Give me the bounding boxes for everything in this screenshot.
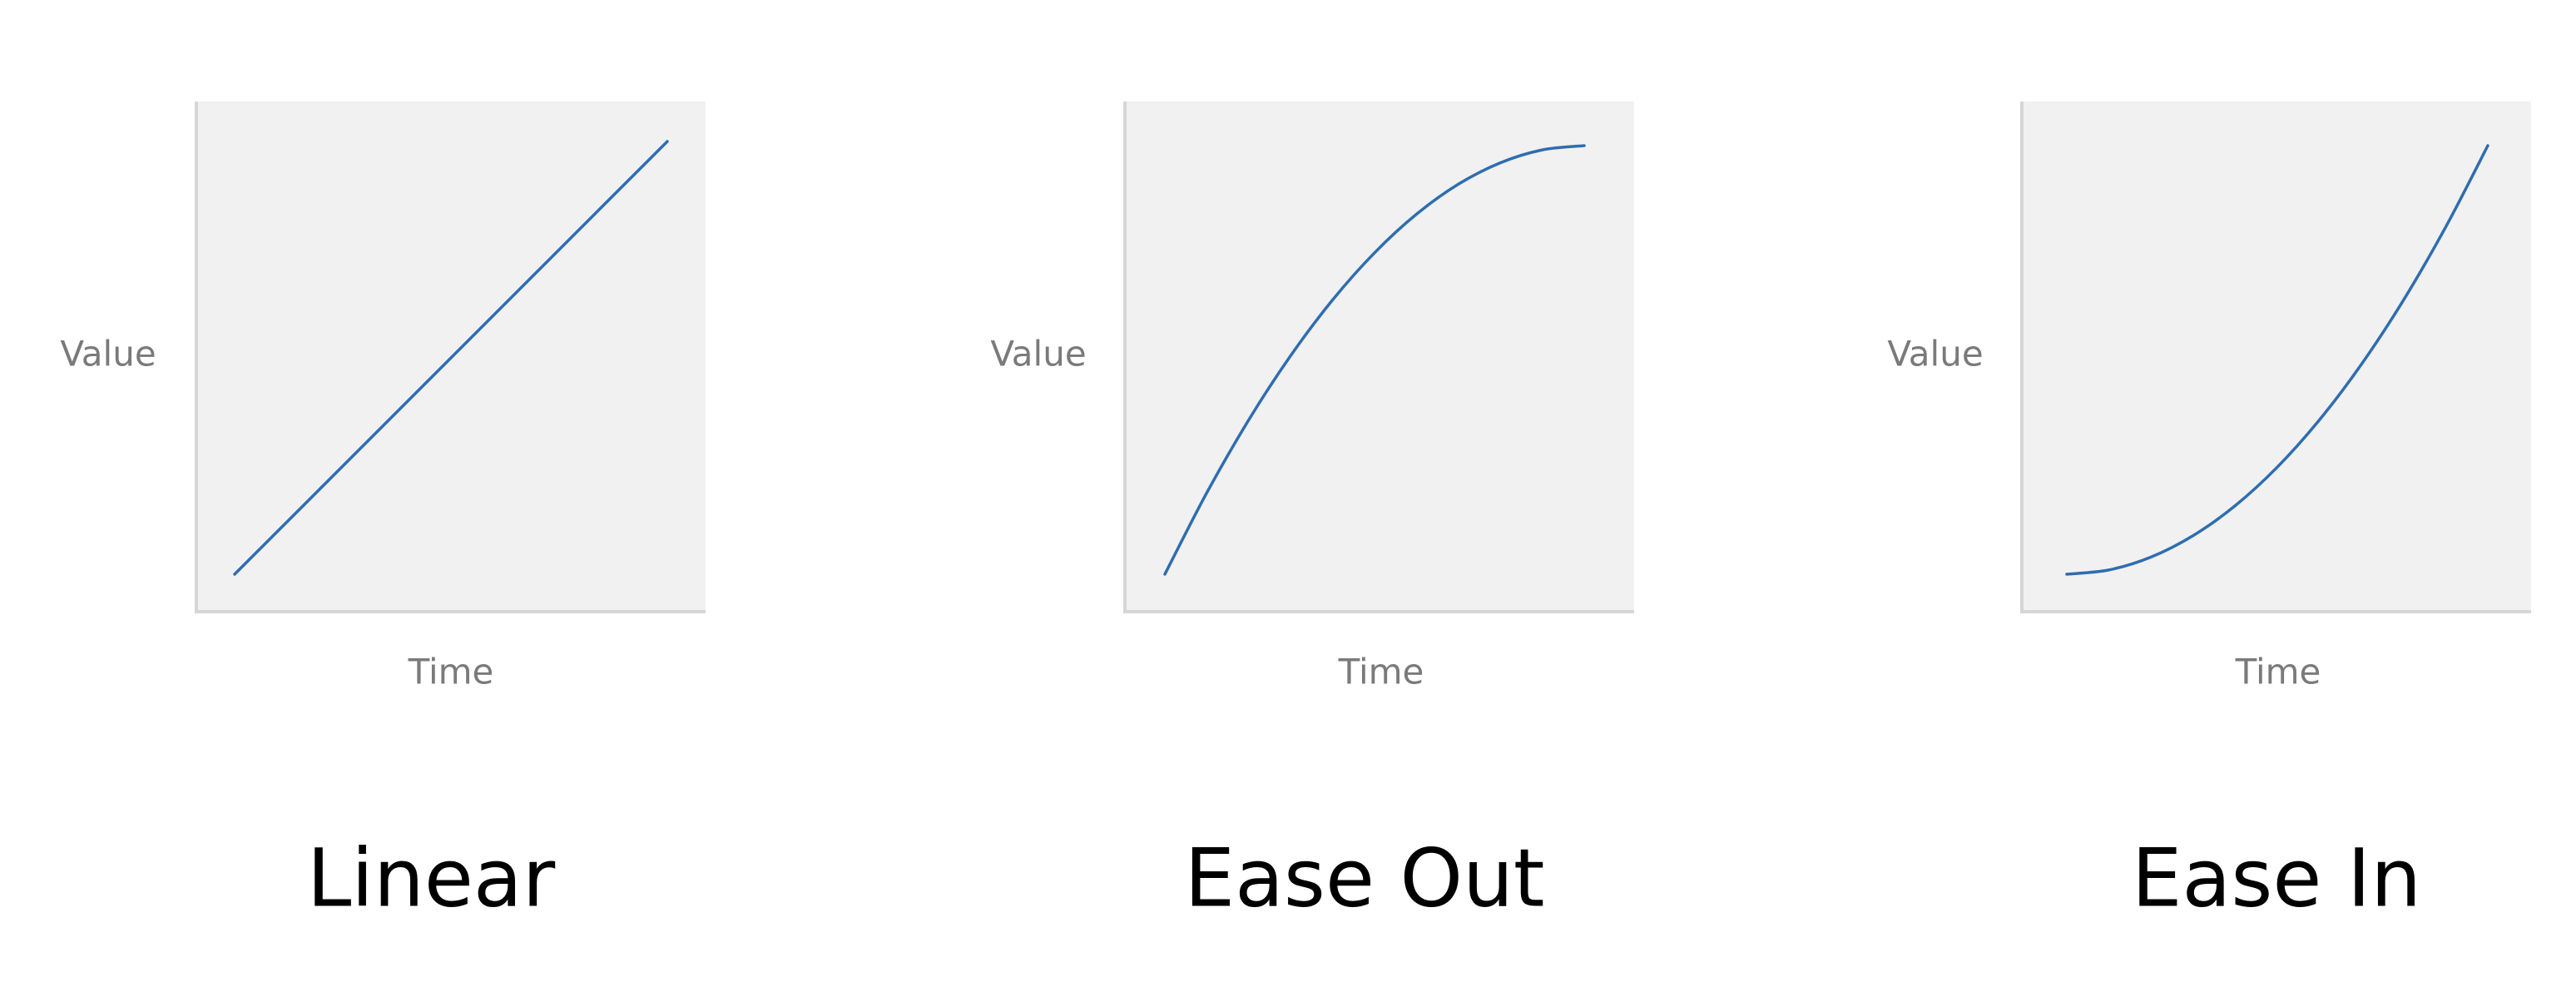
series-line xyxy=(1163,144,1586,576)
x-axis-label: Time xyxy=(408,652,494,692)
series-line xyxy=(233,140,669,576)
chart-title: Ease In xyxy=(2132,831,2421,925)
plot-area xyxy=(2022,102,2531,611)
x-axis-label: Time xyxy=(1338,652,1424,692)
chart-panel-linear: Value Time Linear xyxy=(60,102,706,925)
y-axis-label: Value xyxy=(60,334,156,374)
chart-title: Ease Out xyxy=(1184,831,1544,925)
y-axis-label: Value xyxy=(990,334,1086,374)
chart-panel-ease-out: Value Time Ease Out xyxy=(990,102,1634,925)
chart-title: Linear xyxy=(307,831,556,925)
series-line xyxy=(2065,144,2489,576)
chart-panel-ease-in: Value Time Ease In xyxy=(1887,102,2531,925)
y-axis-label: Value xyxy=(1887,334,1983,374)
x-axis-label: Time xyxy=(2235,652,2321,692)
plot-area xyxy=(1125,102,1634,611)
